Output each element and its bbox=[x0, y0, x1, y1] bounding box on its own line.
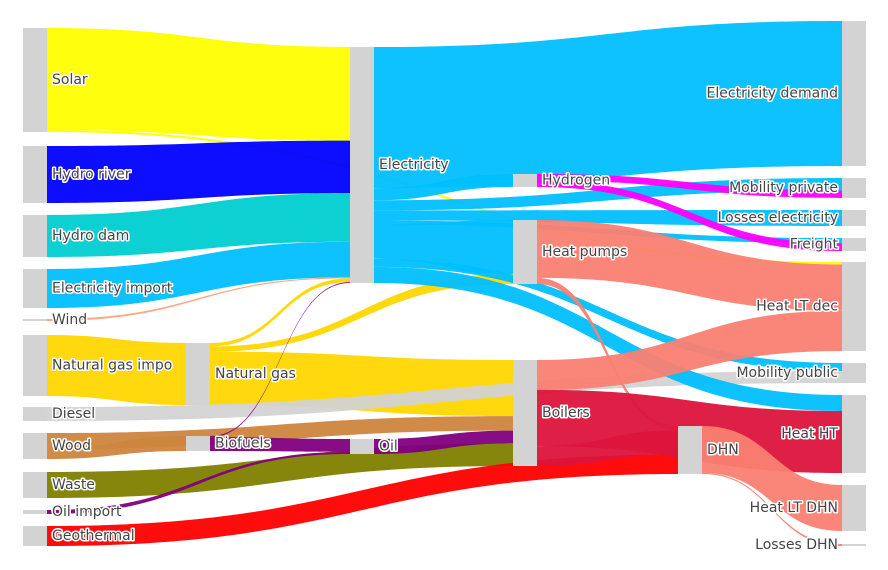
sankey-node-elec-demand[interactable] bbox=[842, 21, 866, 166]
sankey-node-natgas-import[interactable] bbox=[23, 335, 47, 396]
sankey-node-label-solar: Solar bbox=[52, 72, 88, 88]
sankey-node-losses-elec[interactable] bbox=[842, 210, 866, 226]
sankey-link-heat_pumps-to-heat_lt_dec[interactable] bbox=[537, 220, 842, 311]
sankey-link-solar-to-electricity[interactable] bbox=[47, 28, 350, 141]
sankey-node-label-dhn: DHN bbox=[707, 442, 739, 458]
sankey-node-heat-lt-dec[interactable] bbox=[842, 262, 866, 351]
sankey-link-biofuels-to-electricity[interactable] bbox=[210, 282, 350, 438]
sankey-node-oil[interactable] bbox=[350, 439, 374, 454]
sankey-link-natural_gas-to-electricity[interactable] bbox=[210, 278, 350, 347]
sankey-node-label-freight: Freight bbox=[790, 237, 839, 253]
sankey-link-biofuels-to-oil[interactable] bbox=[210, 437, 350, 452]
sankey-node-label-electricity: Electricity bbox=[379, 157, 449, 173]
sankey-node-label-oil: Oil bbox=[379, 439, 398, 455]
sankey-link-natgas_import-to-natural_gas[interactable] bbox=[47, 335, 186, 405]
sankey-node-label-elec-import: Electricity import bbox=[52, 281, 173, 297]
sankey-link-oil-to-boilers[interactable] bbox=[374, 430, 513, 454]
sankey-node-label-biofuels: Biofuels bbox=[215, 436, 271, 452]
sankey-labels: Solar Hydro river Hydro dam Electricity imp… bbox=[51, 71, 841, 555]
sankey-link-electricity-to-heat_ht[interactable] bbox=[374, 266, 842, 411]
sankey-link-dhn-to-heat_lt_dhn[interactable] bbox=[702, 426, 842, 531]
sankey-link-hydro_dam-to-electricity[interactable] bbox=[47, 193, 350, 257]
sankey-node-hydro-dam[interactable] bbox=[23, 215, 47, 257]
sankey-node-label-oil-import: Oil import bbox=[52, 504, 122, 520]
sankey-node-label-hydro-dam: Hydro dam bbox=[52, 228, 129, 244]
sankey-node-heat-lt-dhn[interactable] bbox=[842, 485, 866, 531]
sankey-node-label-waste: Waste bbox=[52, 477, 95, 493]
sankey-node-label-boilers: Boilers bbox=[542, 405, 590, 421]
sankey-node-electricity[interactable] bbox=[350, 47, 374, 283]
sankey-link-waste-to-boilers[interactable] bbox=[47, 443, 513, 498]
sankey-node-label-losses-elec: Losses electricity bbox=[718, 210, 838, 226]
sankey-link-electricity-to-hydrogen[interactable] bbox=[374, 174, 513, 201]
sankey-node-label-wind: Wind bbox=[52, 312, 87, 328]
sankey-node-hydro-river[interactable] bbox=[23, 146, 47, 203]
sankey-node-label-natural-gas: Natural gas bbox=[215, 366, 296, 382]
sankey-link-elec_import-to-electricity[interactable] bbox=[47, 241, 350, 308]
sankey-links bbox=[47, 21, 842, 546]
sankey-node-wood[interactable] bbox=[23, 433, 47, 459]
sankey-node-label-heat-lt-dhn: Heat LT DHN bbox=[750, 500, 838, 516]
sankey-node-dhn[interactable] bbox=[678, 426, 702, 474]
sankey-node-hydrogen[interactable] bbox=[513, 174, 537, 187]
sankey-link-natural_gas-to-heat_pumps[interactable] bbox=[210, 274, 513, 352]
sankey-node-label-hydro-river: Hydro river bbox=[52, 167, 131, 183]
sankey-link-geothermal-to-dhn[interactable] bbox=[47, 454, 678, 546]
sankey-node-mob-public[interactable] bbox=[842, 363, 866, 383]
sankey-node-mob-private[interactable] bbox=[842, 178, 866, 198]
sankey-node-label-hydrogen: Hydrogen bbox=[542, 173, 610, 189]
sankey-node-natural-gas[interactable] bbox=[186, 343, 210, 405]
sankey-node-label-geothermal: Geothermal bbox=[52, 528, 135, 544]
sankey-node-label-heat-lt-dec: Heat LT dec bbox=[756, 299, 838, 315]
sankey-link-wind-to-electricity[interactable] bbox=[47, 277, 350, 321]
sankey-link-electricity-to-losses_elec[interactable] bbox=[374, 210, 842, 226]
sankey-link-electricity-to-elec_demand[interactable] bbox=[374, 21, 842, 189]
sankey-node-label-heat-pumps: Heat pumps bbox=[542, 244, 627, 260]
sankey-node-label-mob-private: Mobility private bbox=[729, 180, 838, 196]
sankey-node-oil-import[interactable] bbox=[23, 510, 47, 514]
sankey-link-dhn-to-losses_dhn[interactable] bbox=[702, 472, 842, 546]
sankey-node-biofuels[interactable] bbox=[186, 436, 210, 451]
sankey-node-heat-pumps[interactable] bbox=[513, 220, 537, 284]
sankey-node-label-heat-ht: Heat HT bbox=[781, 426, 838, 442]
sankey-node-label-losses-dhn: Losses DHN bbox=[755, 537, 838, 553]
sankey-link-hydrogen-to-mob_private[interactable] bbox=[537, 174, 842, 198]
sankey-nodes bbox=[23, 21, 866, 546]
sankey-link-hydro_river-to-electricity[interactable] bbox=[47, 140, 350, 203]
sankey-node-label-wood: Wood bbox=[52, 438, 91, 454]
sankey-node-freight[interactable] bbox=[842, 238, 866, 251]
sankey-node-label-mob-public: Mobility public bbox=[736, 365, 838, 381]
sankey-node-wind[interactable] bbox=[23, 319, 47, 321]
sankey-node-heat-ht[interactable] bbox=[842, 395, 866, 473]
sankey-link-boilers-to-dhn[interactable] bbox=[537, 430, 678, 466]
sankey-link-oil_import-to-oil[interactable] bbox=[47, 451, 350, 514]
sankey-link-electricity-to-heat_pumps[interactable] bbox=[374, 220, 513, 275]
sankey-node-boilers[interactable] bbox=[513, 360, 537, 466]
sankey-node-diesel[interactable] bbox=[23, 407, 47, 421]
sankey-node-waste[interactable] bbox=[23, 472, 47, 498]
sankey-link-heat_pumps-to-dhn[interactable] bbox=[537, 277, 678, 431]
sankey-node-label-natgas-import: Natural gas impo bbox=[52, 358, 172, 374]
sankey-link-solar-to-heat_lt_dec[interactable] bbox=[47, 129, 842, 265]
sankey-node-label-elec-demand: Electricity demand bbox=[707, 86, 838, 102]
sankey-link-boilers-to-heat_lt_dec[interactable] bbox=[537, 310, 842, 390]
sankey-node-losses-dhn[interactable] bbox=[842, 544, 866, 546]
sankey-link-electricity-to-mob_public[interactable] bbox=[374, 258, 842, 371]
sankey-node-solar[interactable] bbox=[23, 28, 47, 132]
sankey-link-hydrogen-to-freight[interactable] bbox=[537, 180, 842, 252]
sankey-link-diesel-to-mob_public[interactable] bbox=[47, 371, 842, 421]
sankey-node-geothermal[interactable] bbox=[23, 526, 47, 546]
sankey-link-wood-to-biofuels[interactable] bbox=[47, 436, 186, 459]
sankey-node-elec-import[interactable] bbox=[23, 269, 47, 308]
sankey-node-label-diesel: Diesel bbox=[52, 406, 95, 422]
